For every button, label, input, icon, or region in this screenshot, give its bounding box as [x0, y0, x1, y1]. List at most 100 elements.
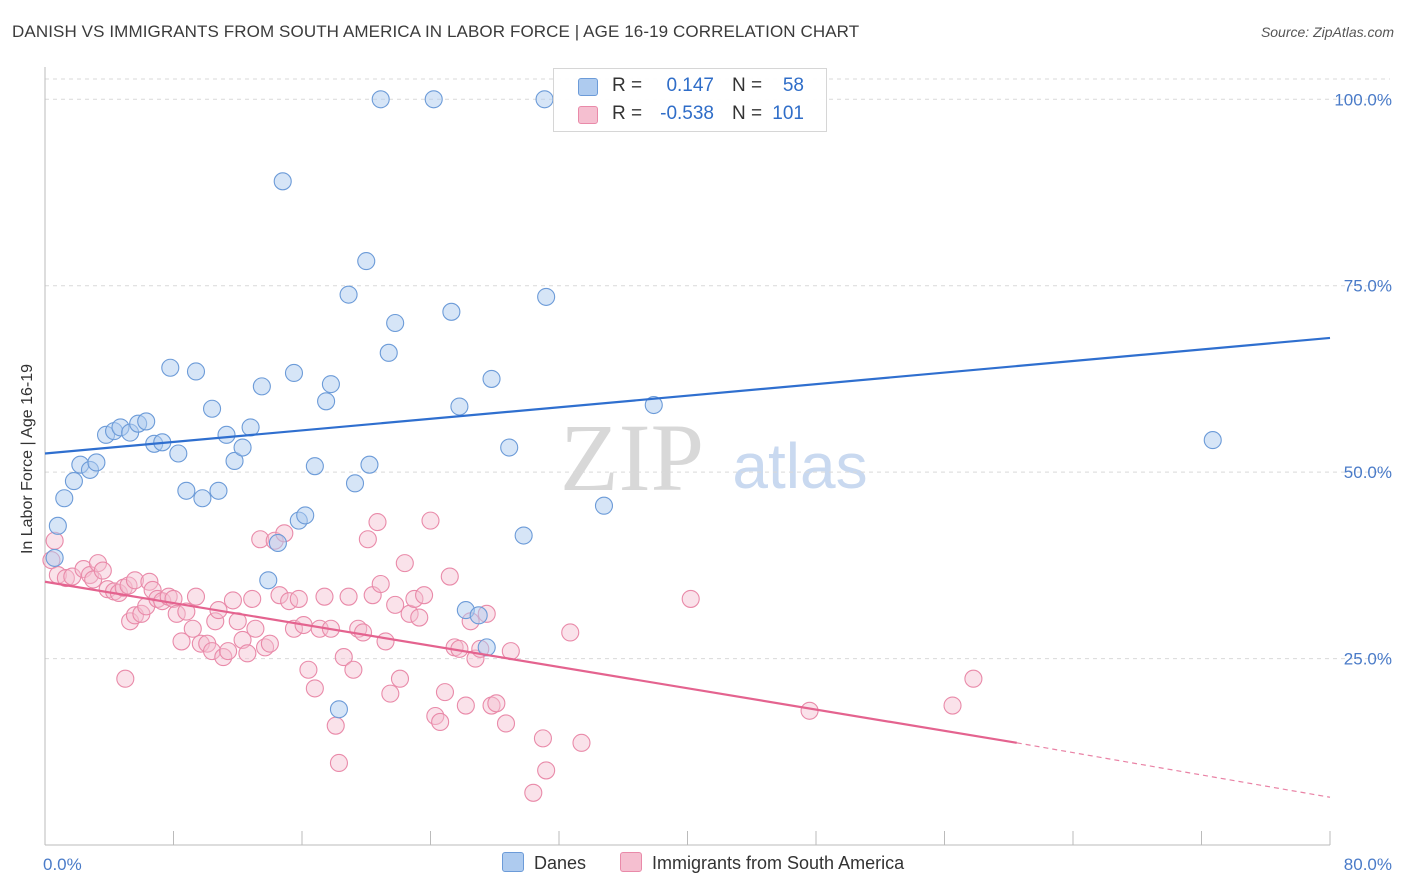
grid: [45, 78, 1390, 660]
danes-point: [284, 363, 304, 383]
y-tick-label: 50.0%: [1344, 463, 1392, 482]
danes-stat-row: R = 0.147 N = 58: [554, 73, 826, 101]
danes-point: [209, 481, 228, 500]
immigrants-point: [368, 513, 387, 532]
danes-point: [64, 472, 83, 491]
immigrants-point: [223, 591, 242, 610]
legend: Danes Immigrants from South America: [0, 852, 1406, 876]
legend-item-immigrants[interactable]: Immigrants from South America: [620, 852, 904, 874]
immigrants-point: [681, 589, 700, 608]
danes-n-label: N =: [732, 75, 763, 96]
immigrants-point: [125, 571, 144, 590]
danes-point: [537, 287, 556, 306]
legend-immigrants-swatch: [620, 852, 642, 872]
immigrants-point: [315, 587, 334, 606]
immigrants-point: [289, 589, 308, 608]
danes-swatch: [578, 78, 598, 96]
immigrants-point: [533, 729, 552, 748]
immigrants-point: [358, 530, 377, 549]
immigrants-point: [381, 684, 400, 703]
immigrants-point: [334, 648, 353, 667]
danes-point: [379, 343, 398, 362]
immigrants-point: [572, 733, 591, 752]
immigrants-point: [121, 612, 140, 631]
legend-immigrants-label: Immigrants from South America: [652, 853, 905, 873]
danes-point: [87, 453, 106, 472]
immigrants-point: [561, 623, 580, 642]
y-tick-label: 100.0%: [1334, 90, 1392, 109]
immigrants-point: [93, 561, 112, 580]
immigrants-point: [45, 531, 64, 550]
danes-point: [339, 285, 358, 304]
immigrants-point: [191, 634, 210, 653]
immigrants-point: [260, 634, 279, 653]
immigrants-swatch: [578, 106, 598, 124]
danes-point: [186, 362, 206, 381]
danes-point: [1203, 431, 1222, 450]
immigrants-point: [344, 660, 363, 679]
danes-point: [169, 444, 188, 463]
danes-r-value: 0.147: [666, 75, 714, 96]
immigrants-point: [116, 669, 135, 688]
danes-point: [48, 516, 67, 535]
axes: [44, 67, 1331, 846]
danes-point: [482, 369, 501, 388]
chart-title: DANISH VS IMMIGRANTS FROM SOUTH AMERICA …: [12, 22, 860, 41]
legend-danes-label: Danes: [534, 853, 587, 873]
immigrants-point: [114, 578, 133, 597]
danes-point: [321, 375, 340, 394]
legend-item-danes[interactable]: Danes: [502, 852, 586, 874]
danes-point: [644, 395, 663, 415]
immigrants-point: [63, 567, 82, 586]
danes-point: [469, 606, 488, 625]
danes-point: [305, 457, 324, 476]
immigrants-points: [42, 511, 983, 802]
immigrants-point: [214, 648, 233, 667]
immigrants-point: [177, 602, 196, 621]
tick-labels: 25.0% 50.0% 75.0% 100.0% 0.0% 80.0%: [43, 90, 1392, 874]
immigrants-point: [299, 660, 318, 679]
danes-point: [241, 418, 260, 437]
immigrants-point: [172, 632, 191, 651]
immigrants-point: [435, 683, 455, 702]
danes-point: [386, 313, 405, 333]
immigrants-point: [203, 642, 222, 661]
danes-point: [233, 438, 252, 457]
danes-trend-line: [44, 336, 1331, 455]
danes-point: [177, 481, 196, 500]
immigrants-point: [426, 706, 445, 726]
x-tick-label: 0.0%: [43, 855, 82, 874]
danes-point: [500, 438, 519, 457]
immigrants-point: [421, 511, 440, 530]
immigrants-point: [326, 716, 345, 735]
immigrants-point: [415, 586, 434, 605]
immigrants-n-label: N =: [732, 103, 763, 124]
immigrants-point: [405, 589, 424, 608]
danes-point: [360, 455, 379, 474]
immigrants-point: [482, 696, 501, 715]
immigrants-point: [371, 574, 390, 594]
danes-point: [55, 489, 74, 508]
danes-point: [442, 302, 461, 321]
danes-point: [535, 90, 554, 109]
immigrants-stat-row: R = -0.538 N = 101: [554, 101, 826, 129]
immigrants-n-value: 101: [772, 103, 804, 124]
danes-point: [424, 90, 443, 109]
danes-point: [357, 252, 376, 271]
immigrants-point: [496, 714, 516, 733]
watermark-atlas: atlas: [732, 430, 867, 502]
legend-danes-swatch: [502, 852, 524, 872]
immigrants-point: [800, 701, 819, 720]
immigrants-r-label: R =: [612, 103, 643, 124]
immigrants-point: [206, 612, 225, 631]
danes-point: [203, 399, 222, 418]
danes-point: [259, 571, 278, 590]
y-tick-label: 75.0%: [1344, 277, 1392, 296]
immigrants-point: [964, 669, 983, 688]
danes-point: [193, 489, 212, 508]
danes-points: [45, 90, 1222, 719]
danes-point: [273, 172, 292, 191]
danes-point: [137, 412, 156, 431]
immigrants-point: [339, 587, 358, 606]
